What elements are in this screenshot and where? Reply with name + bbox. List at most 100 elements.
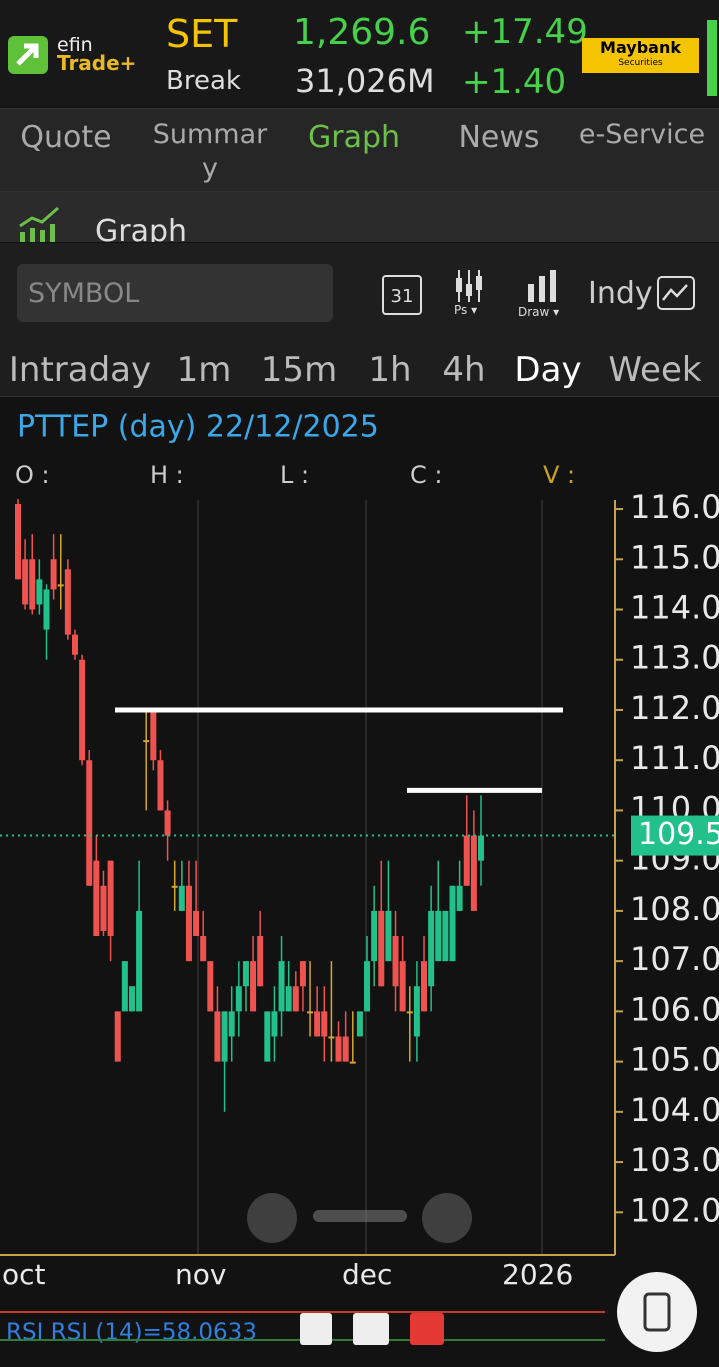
symbol-input[interactable]: SYMBOL bbox=[17, 264, 333, 322]
candle-body bbox=[392, 936, 399, 987]
logo-bottom: Trade+ bbox=[57, 51, 137, 75]
broker-logo[interactable]: Maybank Securities bbox=[582, 38, 699, 73]
ps-label: Ps ▾ bbox=[454, 303, 478, 317]
candle-body bbox=[449, 885, 456, 962]
draw-text: Draw bbox=[518, 305, 550, 319]
candle-body bbox=[136, 910, 143, 1012]
x-tick-label: 2026 bbox=[502, 1258, 573, 1291]
timeframe[interactable]: 15m bbox=[260, 350, 338, 390]
candle-body bbox=[314, 1011, 321, 1037]
timeframe[interactable]: 4h bbox=[442, 350, 486, 390]
candle-body bbox=[285, 986, 292, 1012]
candle-body bbox=[86, 760, 93, 886]
candle-body bbox=[114, 1011, 121, 1062]
indy-label[interactable]: Indy bbox=[588, 276, 653, 311]
candle-body bbox=[421, 961, 428, 1012]
ps-icon[interactable] bbox=[452, 268, 486, 304]
candle-body bbox=[335, 1036, 342, 1062]
timeframe[interactable]: Week bbox=[608, 350, 702, 390]
candle-body bbox=[107, 860, 114, 937]
tab[interactable]: Summary bbox=[152, 119, 268, 184]
zoom-slider[interactable] bbox=[313, 1210, 407, 1222]
tab[interactable]: e-Service bbox=[578, 119, 706, 150]
y-tick-label: 105.00 bbox=[630, 1041, 719, 1079]
y-tick-label: 116.00 bbox=[630, 488, 719, 526]
y-tick-label: 103.00 bbox=[630, 1141, 719, 1179]
candle-body bbox=[321, 1011, 328, 1037]
zoom-in-button[interactable] bbox=[422, 1193, 472, 1243]
y-tick-label: 113.00 bbox=[630, 639, 719, 677]
candle-body bbox=[79, 659, 86, 761]
candle-body bbox=[164, 810, 171, 836]
candle-body bbox=[342, 1036, 349, 1062]
candle-body bbox=[157, 760, 164, 811]
timeframe[interactable]: Intraday bbox=[8, 350, 152, 390]
candle-body bbox=[428, 910, 435, 987]
status-bar bbox=[707, 20, 717, 96]
candle-body bbox=[221, 1011, 228, 1062]
float-button[interactable] bbox=[617, 1272, 697, 1352]
candle-body bbox=[36, 579, 43, 605]
candle-body bbox=[442, 910, 449, 962]
index-change: +17.49 bbox=[462, 12, 588, 52]
break-value: 31,026M bbox=[295, 62, 435, 100]
candle-body bbox=[185, 885, 192, 962]
ohlcv-label: H : bbox=[150, 461, 184, 489]
candle-body bbox=[22, 559, 29, 605]
logo-icon bbox=[8, 36, 48, 74]
candle-body bbox=[15, 504, 21, 580]
candle-body bbox=[299, 961, 306, 987]
last-price-box bbox=[631, 815, 719, 856]
candle-body bbox=[93, 860, 100, 937]
settings-button[interactable] bbox=[353, 1313, 389, 1345]
float-icon bbox=[643, 1292, 671, 1332]
candle-body bbox=[128, 986, 135, 1012]
indy-icon[interactable] bbox=[657, 276, 695, 310]
candle-body bbox=[235, 986, 242, 1012]
y-tick-label: 111.00 bbox=[630, 739, 719, 777]
close-button[interactable] bbox=[410, 1313, 444, 1345]
calendar-button[interactable]: 31 bbox=[382, 275, 422, 315]
zoom-out-button[interactable] bbox=[247, 1193, 297, 1243]
y-tick-label: 112.00 bbox=[630, 689, 719, 727]
candle-body bbox=[257, 936, 264, 987]
timeframe[interactable]: Day bbox=[514, 350, 582, 390]
x-tick-label: oct bbox=[2, 1258, 46, 1291]
timeframe[interactable]: 1m bbox=[176, 350, 232, 390]
timeframe[interactable]: 1h bbox=[368, 350, 412, 390]
last-price-label: 109.5 bbox=[638, 817, 719, 852]
candle-body bbox=[463, 835, 470, 886]
candle-body bbox=[307, 1011, 314, 1014]
y-tick-label: 108.00 bbox=[630, 890, 719, 928]
candle-body bbox=[328, 1036, 335, 1039]
candle-body bbox=[378, 910, 385, 987]
candle-body bbox=[100, 885, 107, 931]
up-button[interactable] bbox=[300, 1313, 332, 1345]
ps-text: Ps bbox=[454, 303, 468, 317]
ohlcv-label: O : bbox=[15, 461, 50, 489]
y-tick-label: 107.00 bbox=[630, 940, 719, 978]
candle-body bbox=[150, 709, 157, 761]
y-tick-label: 115.00 bbox=[630, 538, 719, 576]
ohlcv-label: L : bbox=[280, 461, 309, 489]
candle-body bbox=[214, 1011, 221, 1062]
x-tick-label: nov bbox=[175, 1258, 226, 1291]
draw-label: Draw ▾ bbox=[518, 305, 560, 319]
plot-background bbox=[0, 500, 719, 1255]
candle-body bbox=[29, 559, 36, 610]
y-tick-label: 102.00 bbox=[630, 1191, 719, 1229]
draw-icon[interactable] bbox=[526, 270, 558, 302]
candle-body bbox=[356, 1011, 363, 1037]
y-tick-label: 106.00 bbox=[630, 990, 719, 1028]
tab[interactable]: Quote bbox=[20, 120, 112, 155]
candle-body bbox=[121, 961, 128, 1012]
candle-body bbox=[371, 910, 378, 962]
candle-body bbox=[478, 835, 484, 861]
indicator-label: RSI RSI (14)=58.0633 bbox=[6, 1320, 257, 1346]
candle-body bbox=[242, 961, 249, 987]
candle-body bbox=[435, 910, 442, 962]
tab[interactable]: News bbox=[458, 120, 540, 155]
tab[interactable]: Graph bbox=[307, 120, 401, 155]
